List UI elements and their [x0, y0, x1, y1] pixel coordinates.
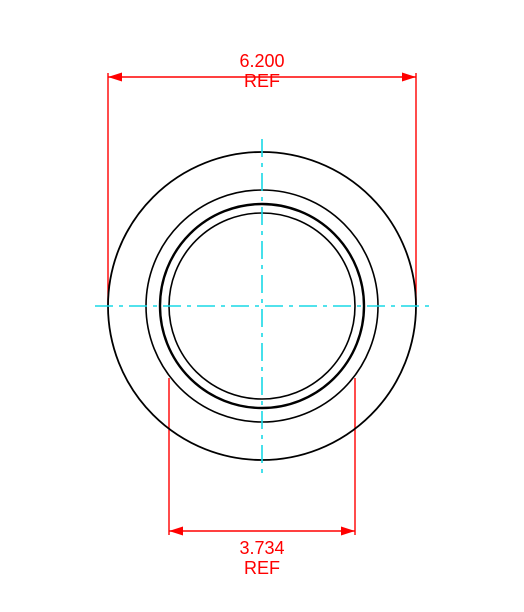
- dim-outer-value: 6.200: [239, 51, 284, 71]
- dim-inner-ref: REF: [244, 558, 280, 578]
- canvas-bg: [0, 0, 524, 612]
- dim-inner-value: 3.734: [239, 538, 284, 558]
- dim-outer-ref: REF: [244, 71, 280, 91]
